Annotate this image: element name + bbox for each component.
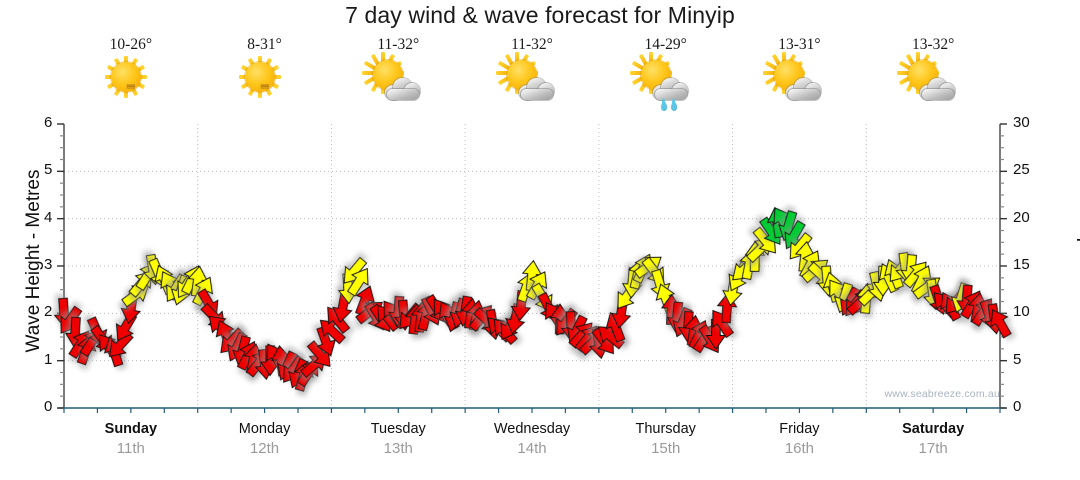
wind-arrow bbox=[316, 325, 337, 357]
day-date: 17th bbox=[918, 440, 948, 457]
sun-disc bbox=[110, 62, 141, 92]
cloud-icon bbox=[519, 78, 555, 100]
y-left-tick-2: 2 bbox=[44, 303, 53, 321]
cloud-puff bbox=[922, 89, 955, 100]
day-date: 16th bbox=[784, 440, 815, 457]
wind-arrow bbox=[990, 309, 1012, 339]
sun-rays bbox=[897, 52, 947, 94]
day-date: 15th bbox=[651, 440, 681, 457]
y-left-tick-3: 3 bbox=[44, 256, 53, 273]
y-right-tick-0: 0 bbox=[1013, 398, 1022, 415]
sun-rays bbox=[496, 52, 546, 94]
y-axis-right-title: Wind Speed - Knots bbox=[1076, 176, 1080, 346]
cloud-icon bbox=[652, 78, 689, 100]
cloud-icon bbox=[920, 78, 956, 100]
temperature-range: 13-32° bbox=[911, 36, 955, 53]
y-left-tick-5: 5 bbox=[44, 161, 53, 179]
temperature-range: 11-32° bbox=[511, 36, 553, 53]
day-name: Wednesday bbox=[493, 421, 571, 437]
sun-haze-icon bbox=[102, 56, 160, 116]
day-name: Friday bbox=[779, 421, 820, 437]
day-label-tuesday: Tuesday 13th bbox=[328, 420, 468, 459]
y-right-tick-30: 30 bbox=[1013, 114, 1030, 131]
temperature-range: 11-32° bbox=[377, 36, 420, 53]
sun-cloud-icon bbox=[897, 52, 962, 116]
sun-ray bbox=[782, 52, 787, 67]
watermark: www.seabreeze.com.au bbox=[884, 388, 1000, 400]
cloud-icon bbox=[385, 78, 421, 100]
day-header-friday: 13-31° bbox=[729, 36, 869, 120]
day-label-saturday: Saturday 17th bbox=[863, 420, 1003, 459]
day-label-wednesday: Wednesday 14th bbox=[462, 420, 602, 459]
y-left-tick-4: 4 bbox=[44, 208, 53, 226]
day-date: 12th bbox=[249, 440, 280, 457]
day-name: Thursday bbox=[635, 421, 696, 437]
temperature-range: 10-26° bbox=[109, 36, 153, 53]
y-right-tick-25: 25 bbox=[1013, 161, 1030, 179]
page-title: 7 day wind & wave forecast for Minyip bbox=[345, 2, 735, 28]
day-date: 13th bbox=[383, 440, 413, 457]
day-name: Sunday bbox=[104, 421, 158, 437]
day-label-monday: Monday 12th bbox=[195, 420, 335, 459]
y-left-tick-6: 6 bbox=[44, 114, 53, 131]
sun-ray bbox=[381, 52, 386, 67]
y-left-tick-1: 1 bbox=[44, 350, 53, 368]
day-date: 11th bbox=[116, 440, 145, 457]
haze-lines bbox=[106, 84, 156, 110]
temperature-range: 14-29° bbox=[644, 36, 687, 53]
sun-ray bbox=[648, 52, 653, 67]
sun-ray bbox=[916, 52, 921, 67]
day-label-friday: Friday 16th bbox=[729, 420, 869, 459]
y-left-tick-0: 0 bbox=[44, 398, 53, 415]
wind-arrow-series bbox=[53, 206, 1012, 392]
sun-cloud-icon bbox=[763, 52, 828, 116]
day-header-monday: 8-31° bbox=[195, 36, 335, 120]
haze-lines bbox=[240, 84, 290, 110]
y-right-tick-10: 10 bbox=[1013, 303, 1030, 321]
day-header-wednesday: 11-32° bbox=[462, 36, 602, 120]
day-header-thursday: 14-29° bbox=[596, 36, 736, 120]
y-right-tick-5: 5 bbox=[1013, 350, 1022, 368]
sun-cloud-rain-icon bbox=[629, 52, 695, 116]
day-header-saturday: 13-32° bbox=[863, 36, 1003, 120]
day-name: Monday bbox=[238, 421, 291, 437]
day-name: Saturday bbox=[902, 421, 965, 437]
day-name: Tuesday bbox=[370, 421, 426, 437]
cloud-puff bbox=[387, 89, 420, 100]
rain-drop-icon bbox=[670, 98, 677, 111]
day-date: 14th bbox=[517, 440, 547, 457]
y-right-tick-15: 15 bbox=[1013, 256, 1030, 273]
day-label-thursday: Thursday 15th bbox=[596, 420, 736, 459]
sun-rays bbox=[629, 52, 680, 94]
rain-drop-icon bbox=[660, 98, 667, 111]
cloud-icon bbox=[786, 78, 822, 100]
y-right-tick-20: 20 bbox=[1013, 208, 1030, 226]
y-axis-left-title: Wave Height - Metres bbox=[23, 169, 44, 353]
sun-rays bbox=[763, 52, 813, 94]
cloud-puff bbox=[521, 89, 553, 100]
sun-disc bbox=[244, 62, 275, 92]
cloud-puff bbox=[654, 89, 687, 100]
temperature-range: 8-31° bbox=[247, 36, 282, 53]
wind-arrow bbox=[346, 267, 369, 297]
sun-ray bbox=[515, 52, 519, 67]
day-header-tuesday: 11-32° bbox=[328, 36, 468, 120]
cloud-puff bbox=[788, 89, 821, 100]
sun-haze-icon bbox=[236, 56, 294, 116]
sun-cloud-icon bbox=[496, 52, 561, 116]
day-header-sunday: 10-26° bbox=[61, 36, 201, 120]
sun-cloud-icon bbox=[362, 52, 427, 116]
sun-rays bbox=[362, 52, 412, 94]
day-label-sunday: Sunday 11th bbox=[61, 420, 201, 459]
temperature-range: 13-31° bbox=[778, 36, 821, 53]
